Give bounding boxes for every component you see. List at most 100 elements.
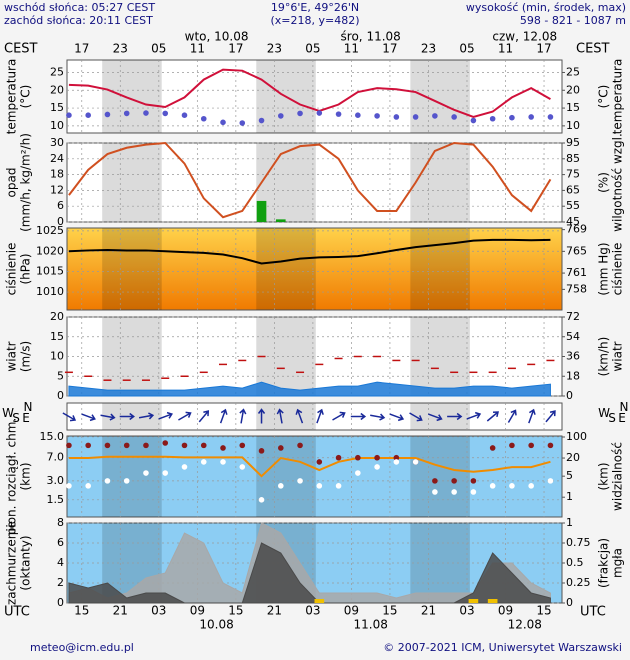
y-axis-label: temperatura bbox=[5, 59, 19, 135]
panel-background bbox=[66, 227, 563, 311]
y-tick-label: 3.0 bbox=[47, 474, 65, 487]
series-line bbox=[68, 238, 551, 265]
y-tick-label: 1010 bbox=[36, 285, 64, 298]
y-tick-label: 0 bbox=[57, 596, 64, 609]
coordinates: 19°6'E, 49°26'N bbox=[271, 1, 359, 14]
top-tick-label: 23 bbox=[267, 42, 282, 56]
series-dot bbox=[181, 464, 188, 470]
wind-arrow bbox=[198, 410, 210, 423]
wind-arrow bbox=[350, 412, 367, 421]
y2-tick-label: 45 bbox=[566, 215, 580, 228]
y-axis-label: pion. rozciągł. chm. bbox=[5, 418, 19, 536]
bottom-tick-label: 21 bbox=[113, 604, 128, 618]
series-area bbox=[68, 381, 551, 397]
y2-axis-label: (km) bbox=[597, 462, 611, 490]
wind-arrow bbox=[486, 411, 499, 422]
wind-arrow bbox=[257, 408, 266, 424]
series-dot bbox=[355, 454, 361, 461]
y2-tick-label: 25 bbox=[566, 65, 580, 78]
y2-tick-label: 20 bbox=[566, 451, 580, 464]
y-axis-label: wiatr bbox=[5, 341, 19, 371]
series-dot bbox=[489, 445, 496, 451]
series-dot bbox=[239, 120, 246, 126]
y-tick-label: 15 bbox=[50, 330, 64, 343]
bottom-tick-label: 09 bbox=[190, 604, 205, 618]
series-dot bbox=[277, 483, 284, 489]
wind-arrow bbox=[62, 412, 77, 422]
y-axis-label: (km) bbox=[19, 462, 33, 490]
y-axis-label: (oktanty) bbox=[19, 535, 33, 590]
series-dot bbox=[528, 483, 534, 489]
y2-axis-label: ciśnienie bbox=[611, 243, 625, 296]
y2-axis-label: temperatura bbox=[611, 59, 625, 135]
y2-axis-label: (frakcja) bbox=[597, 538, 611, 588]
sunset: zachód słońca: 20:11 CEST bbox=[4, 14, 153, 27]
bottom-tick-label: 03 bbox=[459, 604, 474, 618]
night-band bbox=[102, 143, 162, 222]
series-dot bbox=[316, 459, 323, 465]
y2-tick-label: 72 bbox=[566, 310, 580, 323]
date-label: 11.08 bbox=[353, 618, 387, 632]
series-dot bbox=[200, 442, 207, 449]
night-band bbox=[410, 60, 470, 133]
altitude-title: wysokość (min, środek, max) bbox=[466, 1, 626, 14]
y2-tick-label: 54 bbox=[566, 330, 580, 343]
y2-tick-label: 15 bbox=[566, 101, 580, 114]
y2-tick-label: 0.25 bbox=[566, 576, 591, 589]
y2-tick-label: 0 bbox=[566, 596, 573, 609]
night-band bbox=[410, 228, 470, 310]
top-tick-label: 17 bbox=[228, 42, 243, 56]
y2-tick-label: 1 bbox=[566, 516, 573, 529]
series-bar bbox=[468, 599, 479, 603]
y-axis-label: zachmurzenie bbox=[5, 521, 19, 605]
series-dot bbox=[277, 113, 284, 119]
series-dot bbox=[297, 478, 303, 484]
wind-arrow bbox=[158, 411, 173, 420]
night-band bbox=[410, 523, 470, 603]
y-tick-label: 10 bbox=[50, 350, 64, 363]
y-axis-label: (mm/h, kg/m²/h) bbox=[19, 133, 33, 232]
series-dot bbox=[335, 483, 342, 489]
bottom-tick-label: 21 bbox=[421, 604, 436, 618]
y-tick-label: 1015 bbox=[36, 265, 64, 278]
panel: 1.5 3.0 7.0 15.0 1 5 20 100 pion. rozciągł. chm.… bbox=[5, 418, 625, 536]
wind-arrow bbox=[100, 413, 116, 421]
wind-arrow bbox=[178, 411, 192, 421]
y-tick-label: 6 bbox=[57, 536, 64, 549]
panel-background bbox=[66, 435, 563, 518]
panel: 0 2 4 6 8 0 0.25 0.5 0.75 1 zachmurzenie (oktanty) (… bbox=[5, 516, 625, 609]
compass-label: W bbox=[2, 406, 14, 420]
top-tick-label: 05 bbox=[151, 42, 166, 56]
series-dot bbox=[66, 112, 72, 118]
series-dot bbox=[432, 489, 438, 495]
series-dot bbox=[258, 448, 265, 454]
sunrise: wschód słońca: 05:27 CEST bbox=[4, 1, 155, 14]
series-dot bbox=[239, 442, 246, 449]
bottom-tick-label: 21 bbox=[267, 604, 282, 618]
y-tick-label: 12 bbox=[50, 183, 64, 196]
compass-label: N bbox=[620, 400, 629, 414]
compass-label: W bbox=[598, 406, 610, 420]
y-tick-label: 18 bbox=[50, 168, 64, 181]
y2-tick-label: 761 bbox=[566, 266, 587, 279]
contact[interactable]: meteo@icm.edu.pl bbox=[30, 641, 134, 654]
y2-tick-label: 18 bbox=[566, 369, 580, 382]
compass-label: S bbox=[608, 411, 616, 425]
series-dot bbox=[143, 110, 149, 116]
y2-tick-label: 5 bbox=[566, 469, 573, 482]
bottom-tick-label: 15 bbox=[382, 604, 397, 618]
day-label: śro, 11.08 bbox=[341, 30, 401, 44]
series-dot bbox=[258, 497, 265, 503]
series-dot bbox=[220, 445, 226, 451]
y-tick-label: 6 bbox=[57, 199, 64, 212]
series-dot bbox=[123, 478, 130, 484]
y-tick-label: 2 bbox=[57, 576, 64, 589]
bottom-axis-label: UTC bbox=[580, 605, 606, 620]
y-tick-label: 15 bbox=[50, 101, 64, 114]
y2-tick-label: 0 bbox=[566, 389, 573, 402]
top-tick-label: 17 bbox=[536, 42, 551, 56]
